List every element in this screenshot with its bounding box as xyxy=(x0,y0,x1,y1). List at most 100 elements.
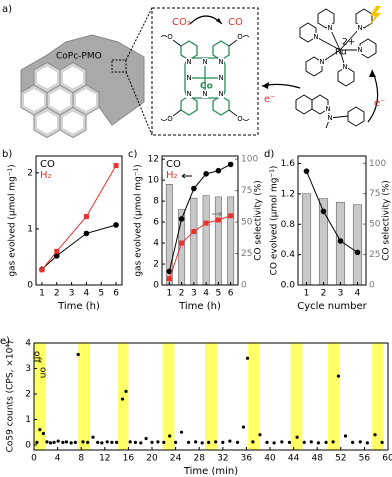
x-tick-label: 20 xyxy=(146,454,158,464)
x-tick-label: 0 xyxy=(31,454,37,464)
marker xyxy=(203,171,209,177)
electron-label: e⁻ xyxy=(264,94,275,105)
point xyxy=(56,439,60,443)
x-tick-label: 1 xyxy=(39,289,45,299)
marker xyxy=(83,214,89,220)
marker xyxy=(113,163,119,169)
x-tick-label: 4 xyxy=(355,289,361,299)
x-tick-label: 60 xyxy=(382,454,392,464)
atom-bg xyxy=(237,33,243,41)
plot-frame xyxy=(297,155,367,286)
x-tick-label: 24 xyxy=(170,454,182,464)
marker xyxy=(166,276,172,282)
x-tick-label: 48 xyxy=(311,454,323,464)
marker xyxy=(354,249,361,256)
legend-entry: H₂ xyxy=(166,170,178,181)
y-tick-label: 0 xyxy=(153,281,159,291)
marker xyxy=(113,222,119,228)
point xyxy=(35,440,39,444)
point xyxy=(81,440,85,444)
y-tick-label: 1.6 xyxy=(281,159,296,169)
point xyxy=(194,440,198,444)
series-line xyxy=(41,165,117,271)
point xyxy=(45,440,49,444)
marker xyxy=(215,217,221,223)
on-band xyxy=(372,343,384,450)
y-tick-label: 0.8 xyxy=(281,220,296,230)
y-tick-label: 4 xyxy=(25,339,31,349)
electron-label: e⁻ xyxy=(374,98,385,109)
y-tick-label: 8 xyxy=(153,197,159,207)
point xyxy=(174,440,178,444)
atom-bg xyxy=(186,74,192,82)
bar xyxy=(214,196,222,286)
point xyxy=(258,433,262,437)
y-tick-label: 0.4 xyxy=(281,250,296,260)
atom-bg xyxy=(313,33,319,41)
marker xyxy=(178,216,185,222)
bar xyxy=(202,195,210,286)
y-tick-label: 0.0 xyxy=(281,281,296,291)
atom-label: N xyxy=(186,74,191,82)
metal-label: Co xyxy=(200,82,213,92)
y2-tick-label: 25 xyxy=(369,250,380,260)
on-band xyxy=(248,343,260,450)
atom-bg xyxy=(325,105,331,113)
plot-frame xyxy=(33,342,389,451)
point xyxy=(251,440,255,444)
x-tick-label: 16 xyxy=(123,454,135,464)
point xyxy=(105,440,109,444)
y-tick-label: 0 xyxy=(25,440,31,450)
atom-bg xyxy=(218,58,224,66)
x-tick-label: 2 xyxy=(54,289,60,299)
y-tick-label: 3 xyxy=(25,364,31,374)
panel-label: e) xyxy=(0,336,10,347)
x-tick-label: 52 xyxy=(335,454,346,464)
atom-label: N xyxy=(319,58,324,66)
point xyxy=(343,434,348,438)
on-band xyxy=(78,343,91,450)
x-tick-label: 3 xyxy=(338,289,344,299)
atom-label: N xyxy=(218,74,223,82)
point xyxy=(48,441,53,445)
x-tick-label: 5 xyxy=(98,289,104,299)
x-axis-label: Time (h) xyxy=(57,301,100,312)
point xyxy=(73,440,77,444)
reactant-label: CO₂ xyxy=(172,17,191,28)
y-tick-label: 1 xyxy=(25,415,31,425)
point xyxy=(150,440,154,444)
atom-label: N xyxy=(186,90,191,98)
marker xyxy=(337,238,344,244)
atom-label: N xyxy=(357,46,362,54)
y2-tick-label: 75 xyxy=(369,189,380,199)
axis-arrow xyxy=(181,173,192,179)
plot-frame xyxy=(35,155,123,286)
point xyxy=(144,436,148,441)
point xyxy=(221,440,225,444)
point xyxy=(309,440,313,444)
legend-entry: CO xyxy=(166,159,181,170)
arrowhead xyxy=(216,18,222,24)
atom-bg xyxy=(167,115,173,123)
marker xyxy=(227,161,234,168)
point xyxy=(38,428,42,432)
atom-label: N xyxy=(327,24,332,32)
x-tick-label: 5 xyxy=(216,289,222,299)
bar xyxy=(352,204,363,286)
point xyxy=(373,433,377,437)
on-label: on xyxy=(37,367,47,378)
atom-label: N xyxy=(357,24,362,32)
x-axis-label: Time (h) xyxy=(178,301,221,312)
atom-bg xyxy=(218,90,224,98)
point xyxy=(272,441,276,445)
y-axis-label: gas evolved (μmol mg⁻¹) xyxy=(8,164,18,276)
marker xyxy=(203,220,209,226)
x-tick-label: 1 xyxy=(304,289,310,299)
on-band xyxy=(205,343,217,450)
point xyxy=(316,441,320,445)
x-tick-label: 2 xyxy=(321,289,327,299)
y2-tick-label: 100 xyxy=(241,155,258,165)
y2-tick-label: 75 xyxy=(241,186,252,196)
atom-bg xyxy=(342,63,348,71)
